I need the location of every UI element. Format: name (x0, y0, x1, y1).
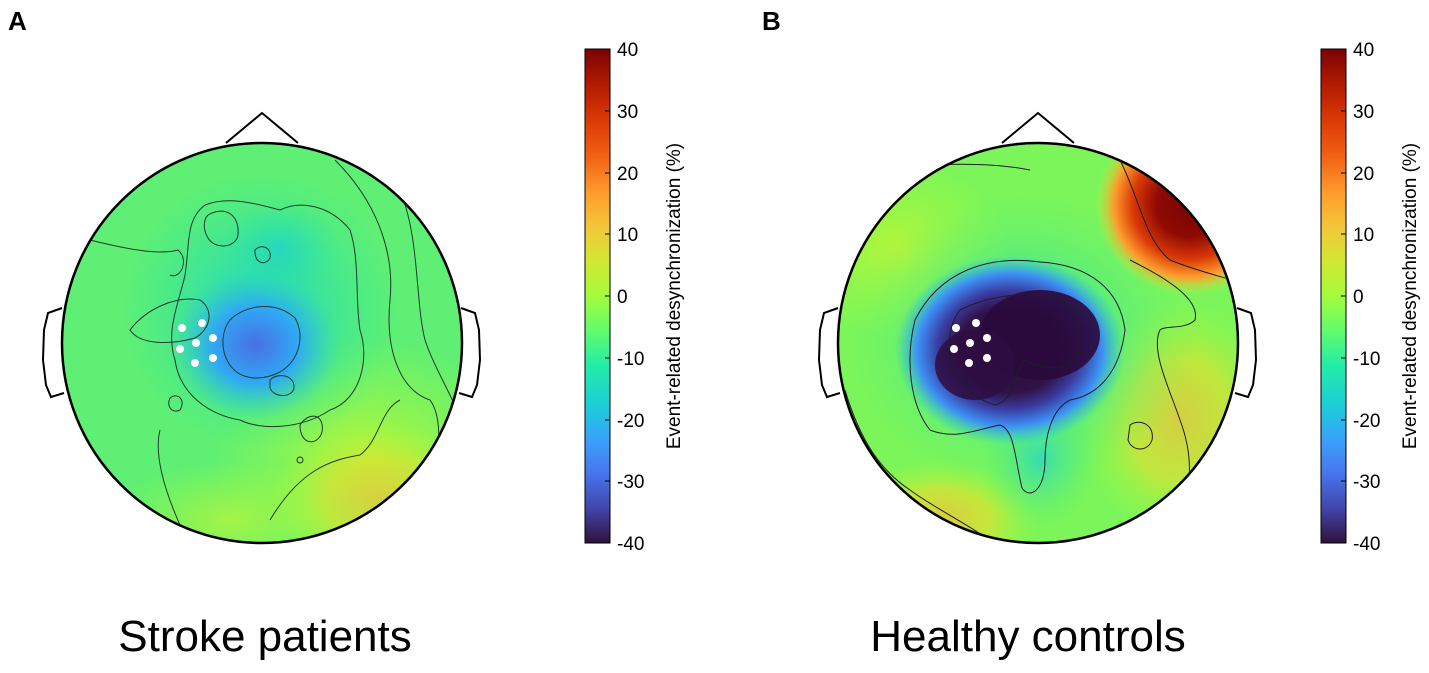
electrode-cluster (176, 319, 217, 367)
head-outline (60, 141, 464, 545)
colorbar-tick: 30 (1353, 102, 1374, 123)
topomap-stroke-patients (41, 111, 482, 545)
colorbar-tick: 30 (617, 102, 638, 123)
caption-stroke-patients: Stroke patients (118, 612, 412, 661)
colorbar-tick: 10 (1353, 225, 1374, 246)
caption-healthy-controls: Healthy controls (870, 612, 1186, 661)
colorbar-tick: 0 (1353, 287, 1364, 308)
colorbar-tick: 10 (617, 225, 638, 246)
left-ear-outline (817, 307, 841, 399)
colorbar-tick: 40 (1353, 40, 1374, 61)
colorbar-tick: 40 (617, 40, 638, 61)
colorbar-tick: 20 (617, 164, 638, 185)
colorbar-b: 40 30 20 10 0 -10 -20 -30 -40 Event-rela… (1320, 40, 1421, 555)
nose-outline (225, 111, 299, 144)
colorbar-tick: -20 (1353, 411, 1380, 432)
colorbar-tick: -30 (617, 472, 644, 493)
topomap-healthy-controls (817, 111, 1258, 545)
colorbar-a: 40 30 20 10 0 -10 -20 -30 -40 Event-rela… (584, 40, 685, 555)
colorbar-label: Event-related desynchronization (%) (664, 143, 685, 449)
right-ear-outline (458, 307, 482, 399)
head-outline (836, 141, 1240, 545)
nose-outline (1001, 111, 1075, 144)
right-ear-outline (1234, 307, 1258, 399)
colorbar-tick: -20 (617, 411, 644, 432)
colorbar-tick: -30 (1353, 472, 1380, 493)
panel-letter-b: B (762, 6, 781, 36)
colorbar-tick: -10 (617, 349, 644, 370)
colorbar-tick: -40 (617, 534, 644, 555)
colorbar-tick: 20 (1353, 164, 1374, 185)
panel-letter-a: A (8, 6, 27, 36)
electrode-cluster (950, 319, 991, 367)
colorbar-tick: 0 (617, 287, 628, 308)
colorbar-tick: -10 (1353, 349, 1380, 370)
colorbar-label: Event-related desynchronization (%) (1400, 143, 1421, 449)
colorbar-tick: -40 (1353, 534, 1380, 555)
left-ear-outline (41, 307, 65, 399)
